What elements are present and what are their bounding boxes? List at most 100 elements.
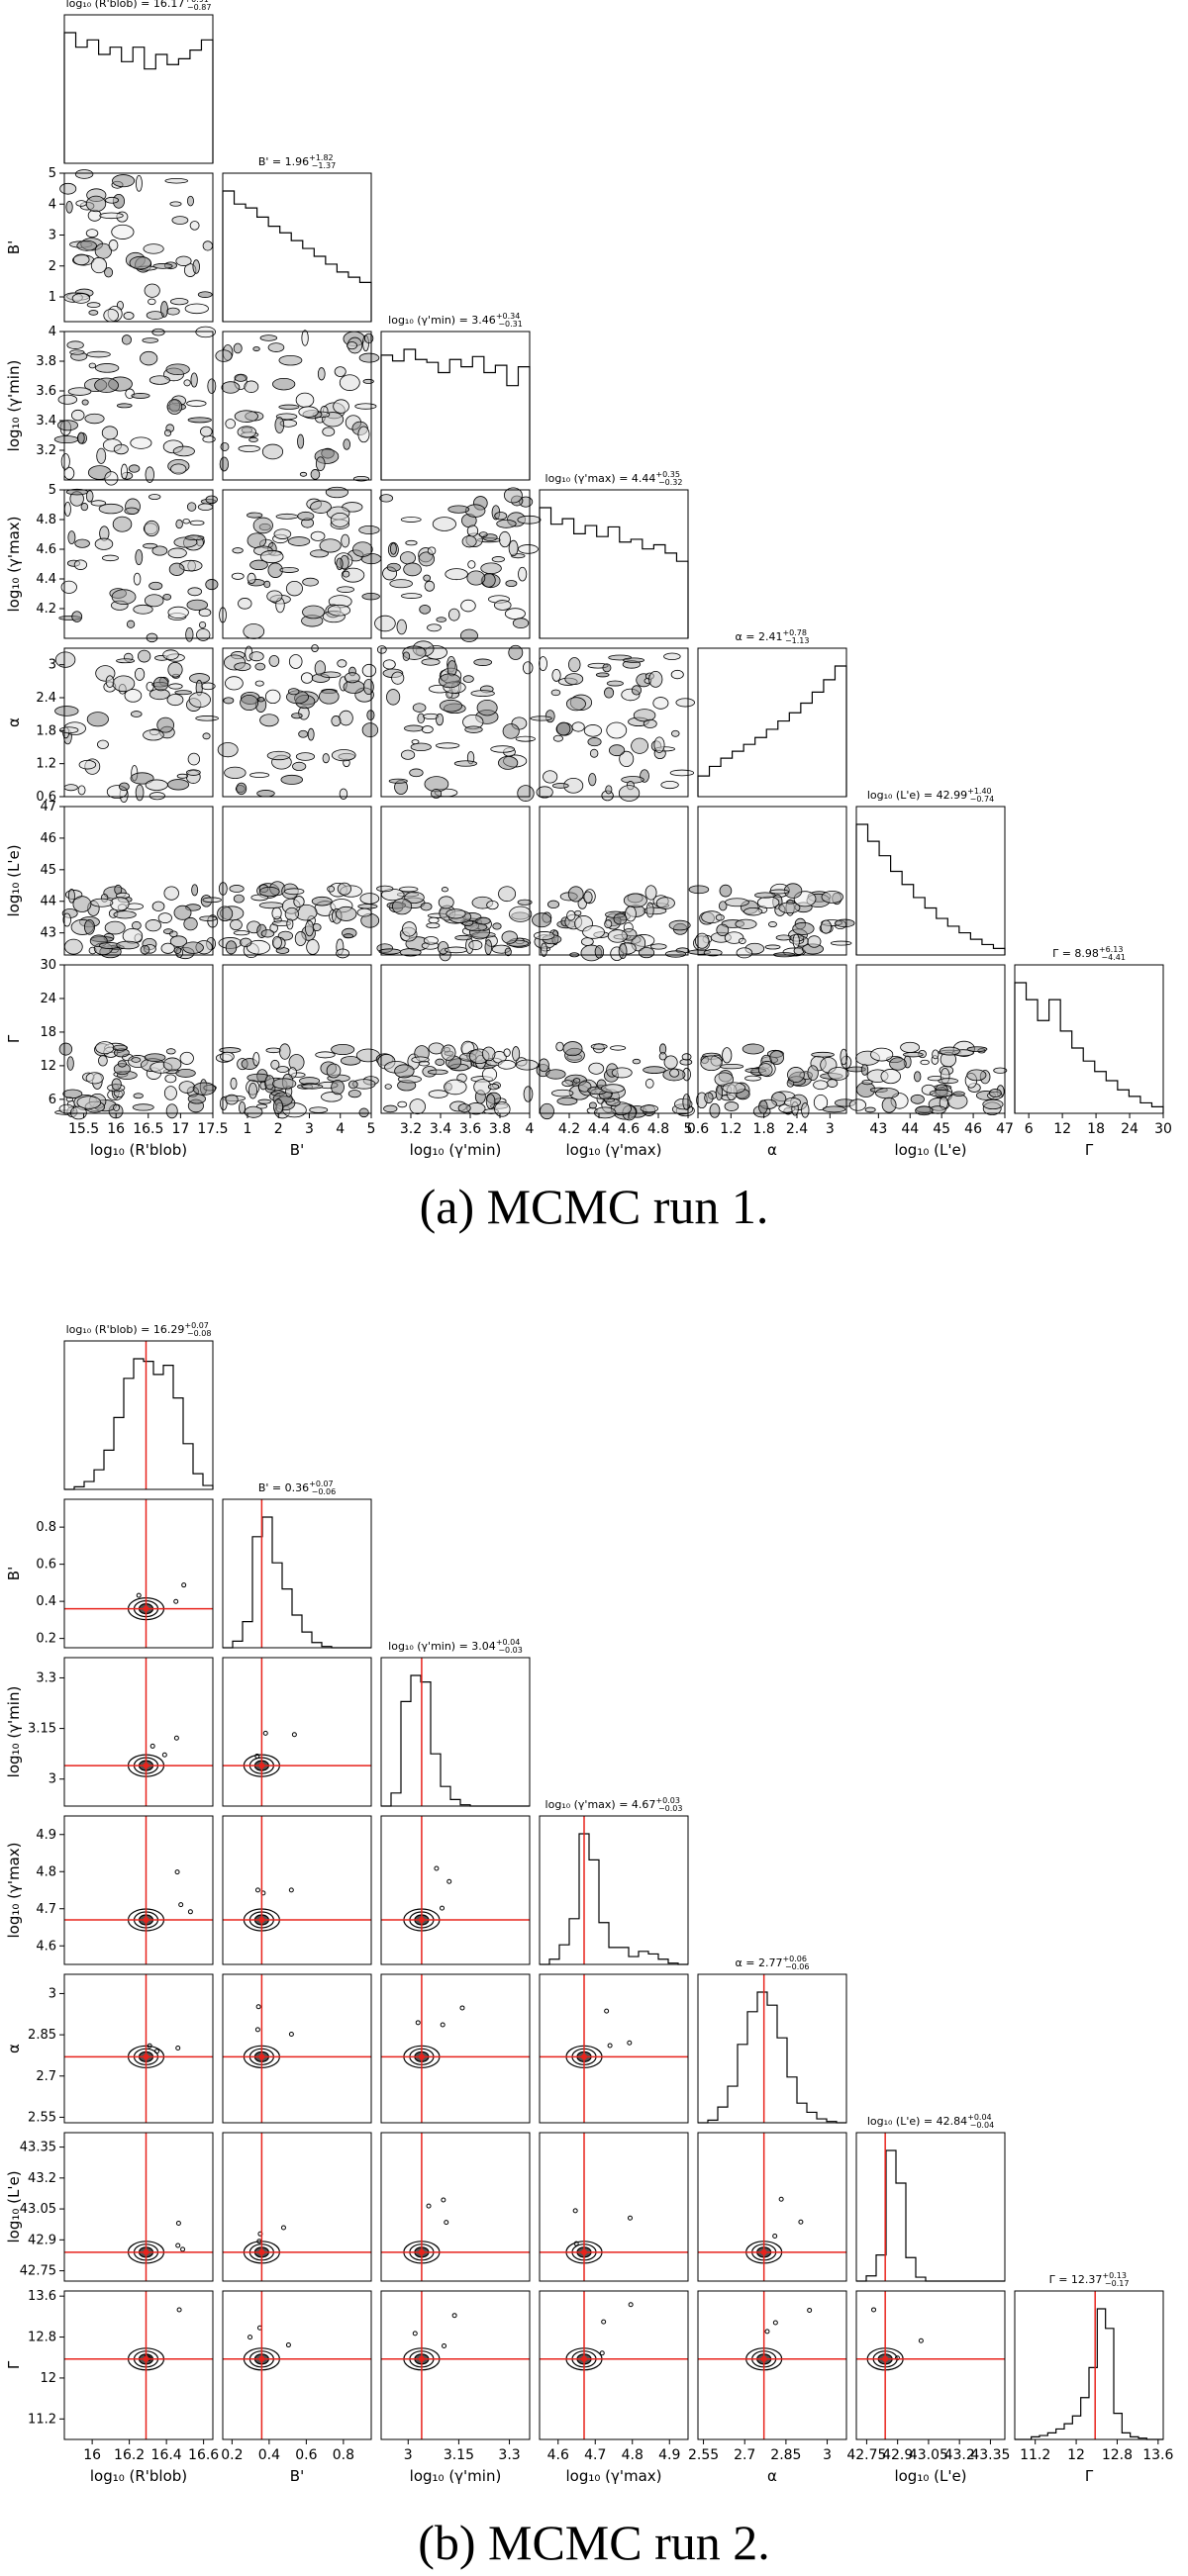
x-tick-label: 30 (1154, 1121, 1172, 1137)
density-blob (85, 229, 99, 239)
density-panel-7-1 (54, 1041, 217, 1120)
density-blob (156, 716, 175, 733)
density-blob (743, 906, 763, 916)
density-blob (94, 242, 113, 259)
density-blob (402, 921, 417, 937)
density-blob (555, 1041, 564, 1052)
y-tick-label: 46 (40, 831, 56, 846)
density-blob (787, 1067, 805, 1083)
density-blob (347, 1080, 358, 1090)
y-axis-label-6: log₁₀ (L'e) (5, 844, 23, 916)
density-blob (152, 676, 169, 692)
histogram-5 (697, 665, 847, 797)
histogram-5 (698, 1991, 846, 2124)
param-title-5: α = 2.41+0.78 −1.13 (736, 628, 810, 645)
density-blob (881, 1097, 897, 1113)
density-blob (152, 263, 173, 269)
outlier-point (415, 2020, 421, 2026)
density-blob (508, 539, 519, 557)
density-blob (536, 786, 553, 799)
y-tick-label: 5 (49, 483, 56, 498)
x-tick-label: 16 (83, 2447, 101, 2463)
density-blob (88, 362, 96, 369)
density-blob (94, 377, 119, 393)
density-blob (113, 443, 129, 455)
x-tick-label: 3.8 (489, 1121, 511, 1137)
density-blob (518, 544, 539, 554)
panel-frame (380, 489, 531, 639)
density-blob (63, 501, 71, 517)
density-blob (518, 566, 528, 582)
density-panel-5-3 (381, 1974, 530, 2123)
x-tick-label: 2.85 (770, 2447, 801, 2463)
density-blob (828, 1067, 849, 1081)
density-blob (169, 201, 182, 207)
density-blob (85, 490, 94, 503)
x-tick-label: 15.5 (68, 1121, 99, 1137)
density-blob (160, 301, 168, 318)
density-blob (300, 672, 314, 684)
param-title-7: Γ = 8.98+6.13 −4.41 (1052, 945, 1126, 962)
y-tick-label: 24 (40, 992, 56, 1006)
density-blob (310, 500, 332, 514)
x-tick-label: 4.6 (618, 1121, 640, 1137)
panel-frame (539, 1815, 689, 1965)
panel-frame (697, 806, 847, 956)
density-blob (467, 560, 476, 569)
density-blob (813, 1080, 829, 1091)
density-blob (58, 726, 79, 734)
density-blob (561, 1080, 574, 1088)
density-blob (631, 737, 649, 754)
density-blob (257, 1098, 272, 1104)
y-tick-label: 43.35 (20, 2141, 56, 2155)
y-axis-label-5: α (5, 717, 23, 727)
density-blob (157, 912, 172, 924)
density-blob (111, 589, 137, 606)
density-blob (508, 644, 524, 660)
param-title-7: Γ = 12.37+0.13 −0.17 (1049, 2271, 1130, 2288)
density-blob (250, 894, 269, 902)
density-blob (604, 687, 615, 699)
density-blob (230, 1077, 238, 1090)
density-blob (966, 1046, 988, 1053)
panel-frame (539, 1973, 689, 2124)
y-tick-label: 4.6 (36, 542, 56, 557)
density-blob (66, 1056, 74, 1071)
panel-frame (697, 647, 847, 798)
outlier-point (807, 2307, 813, 2313)
x-tick-label: 4.2 (558, 1121, 580, 1137)
density-blob (830, 940, 852, 946)
density-blob (310, 549, 329, 558)
density-blob (188, 692, 211, 709)
density-blob (221, 381, 241, 394)
density-blob (67, 530, 76, 544)
x-tick-label: 3 (305, 1121, 314, 1137)
density-blob (581, 937, 594, 946)
density-blob (71, 409, 85, 422)
outlier-point (176, 2307, 182, 2313)
density-blob (297, 511, 315, 522)
density-blob (485, 1094, 496, 1109)
density-blob (424, 580, 436, 592)
density-blob (187, 417, 212, 424)
density-blob (503, 487, 523, 504)
x-tick-label: 0.6 (295, 2447, 317, 2463)
density-blob (382, 659, 396, 670)
outlier-point (918, 2337, 924, 2343)
density-blob (910, 1094, 925, 1104)
density-blob (108, 239, 119, 251)
param-title-6: log₁₀ (L'e) = 42.84+0.04 −0.04 (867, 2113, 994, 2130)
density-blob (476, 699, 498, 716)
panel-frame (222, 489, 372, 639)
density-blob (517, 515, 542, 525)
y-tick-label: 43.05 (20, 2202, 56, 2217)
outlier-point (446, 1878, 452, 1884)
y-tick-label: 1.8 (36, 723, 56, 738)
panel-frame (222, 1973, 372, 2124)
panel-frame (222, 2290, 372, 2440)
density-blob (240, 937, 252, 947)
panel-frame (697, 2290, 847, 2440)
density-blob (90, 500, 107, 507)
density-blob (505, 580, 518, 588)
panel-frame (222, 1815, 372, 1965)
